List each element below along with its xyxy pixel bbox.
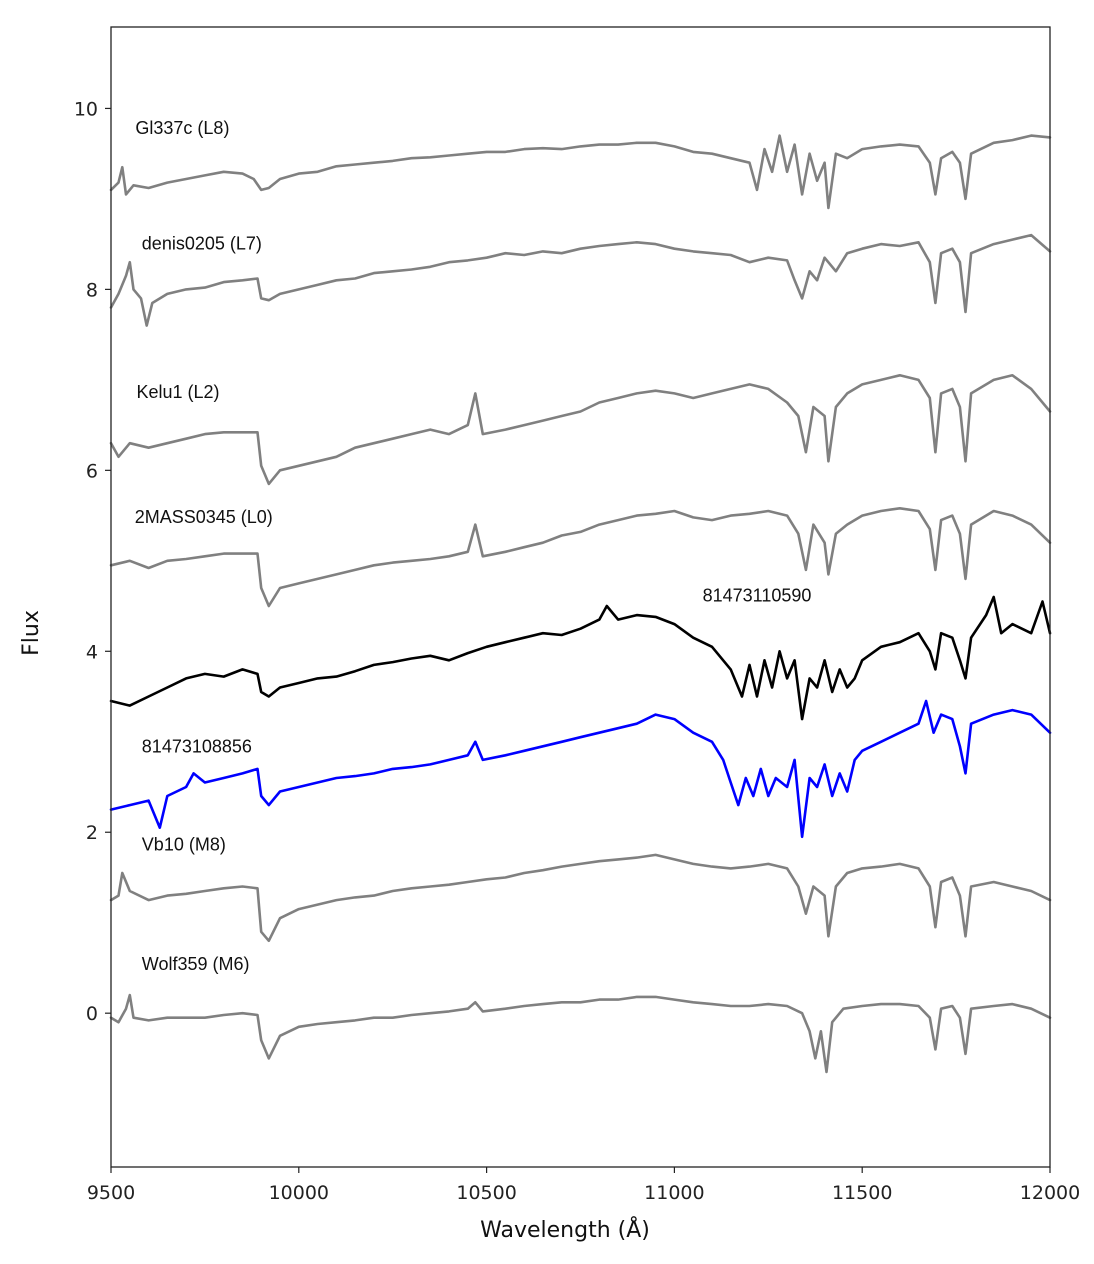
series-line-2mass0345-l0	[109, 507, 1052, 608]
series-line-gl337c-l8	[109, 134, 1052, 210]
series-line-81473108856	[109, 699, 1052, 839]
series-line-vb10-m8	[109, 853, 1052, 943]
series-label-gl337c-l8: Gl337c (L8)	[135, 118, 229, 138]
series-label-81473110590: 81473110590	[703, 586, 812, 606]
series-line-kelu1-l2	[109, 374, 1052, 486]
plot-frame	[110, 26, 1051, 1168]
series-label-wolf359-m6: Wolf359 (M6)	[142, 954, 250, 974]
x-tick-label: 12000	[1020, 1182, 1080, 1204]
series-label-81473108856: 81473108856	[142, 737, 252, 757]
y-tick-label: 6	[86, 460, 98, 482]
x-tick-label: 9500	[87, 1182, 135, 1204]
x-tick-label: 11000	[644, 1182, 704, 1204]
y-tick-label: 2	[86, 822, 98, 844]
x-axis-label: Wavelength (Å)	[480, 1216, 650, 1243]
ticks-layer: 9500 10000 10500 11000 11500 12000 0 2 4 6 8 10	[74, 98, 1080, 1204]
x-tick-label: 10500	[456, 1182, 516, 1204]
series-line-denis0205-l7	[109, 233, 1052, 327]
series-label-2mass0345-l0: 2MASS0345 (L0)	[135, 507, 273, 527]
x-tick-label: 11500	[832, 1182, 892, 1204]
y-tick-label: 8	[86, 279, 98, 301]
series-label-vb10-m8: Vb10 (M8)	[142, 834, 226, 854]
y-tick-label: 0	[86, 1003, 98, 1025]
x-tick-label: 10000	[269, 1182, 329, 1204]
y-tick-label: 10	[74, 98, 98, 120]
series-label-denis0205-l7: denis0205 (L7)	[142, 234, 262, 254]
labels-layer: Gl337c (L8) denis0205 (L7) Kelu1 (L2) 2MASS…	[135, 118, 812, 974]
series-layer	[109, 134, 1052, 1074]
series-label-kelu1-l2: Kelu1 (L2)	[137, 382, 220, 402]
y-tick-label: 4	[86, 641, 98, 663]
y-axis-label: Flux	[19, 610, 44, 656]
series-line-81473110590	[109, 595, 1052, 721]
series-line-wolf359-m6	[109, 993, 1052, 1074]
